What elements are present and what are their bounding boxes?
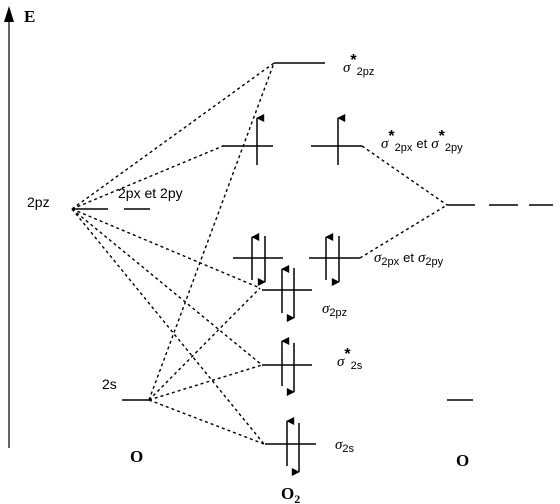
label-sigma-2s: σ2s [335,437,355,455]
label-left-atom: O [130,447,143,466]
label-left-2px-2py: 2px et 2py [118,185,183,201]
label-molecule: O2 [281,484,300,504]
label-sigma-2pz: σ2pz [322,301,347,319]
electron-arrows [251,114,346,476]
label-left-2s: 2s [102,376,117,392]
correlation-lines [71,62,448,445]
label-pi-2p: σ2px et σ2py [374,250,444,268]
energy-axis-label: E [24,7,35,26]
label-sigma-star-2pz: σ*2pz [343,52,374,78]
label-pi-star-2p: σ*2px et σ*2py [381,128,463,154]
label-left-2pz: 2pz [27,194,50,210]
label-right-atom: O [456,451,469,470]
label-sigma-star-2s: σ*2s [337,346,363,372]
energy-axis-arrowhead [4,6,14,22]
